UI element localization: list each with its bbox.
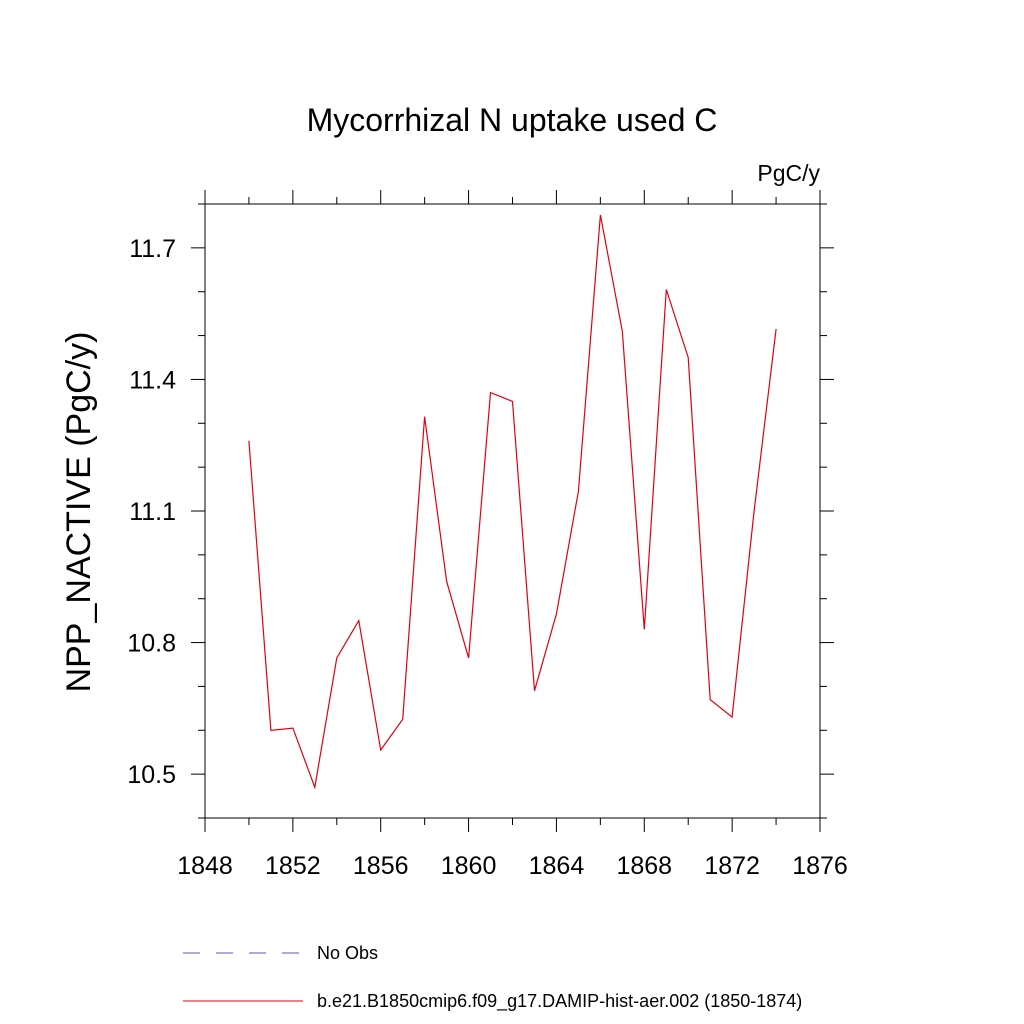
x-tick-label: 1872 — [704, 852, 760, 880]
legend-label: b.e21.B1850cmip6.f09_g17.DAMIP-hist-aer.… — [317, 991, 802, 1012]
x-tick-label: 1868 — [616, 852, 672, 880]
y-axis-label: NPP_NACTIVE (PgC/y) — [60, 332, 98, 693]
series-line — [248, 214, 777, 790]
legend-label: No Obs — [317, 943, 378, 963]
x-tick-label: 1852 — [265, 852, 321, 880]
x-tick-label: 1860 — [441, 852, 497, 880]
x-tick-label: 1848 — [177, 852, 233, 880]
y-tick-label: 11.1 — [129, 498, 176, 526]
y-tick-label: 11.7 — [129, 235, 176, 263]
units-label: PgC/y — [757, 160, 820, 186]
series-layer — [248, 214, 777, 790]
plot-frame — [204, 203, 821, 819]
y-tick-label: 11.4 — [129, 366, 176, 394]
y-tick-label: 10.5 — [127, 761, 176, 789]
chart-title: Mycorrhizal N uptake used C — [307, 102, 718, 138]
y-tick-label: 10.8 — [127, 630, 176, 658]
x-tick-label: 1876 — [792, 852, 848, 880]
x-tick-label: 1864 — [529, 852, 585, 880]
legend: No Obs b.e21.B1850cmip6.f09_g17.DAMIP-his… — [183, 943, 802, 1012]
x-tick-label: 1856 — [353, 852, 409, 880]
axis-ticks: 1848 1852 1856 1860 1864 1868 1872 1876 10.5 10.8… — [127, 190, 848, 880]
